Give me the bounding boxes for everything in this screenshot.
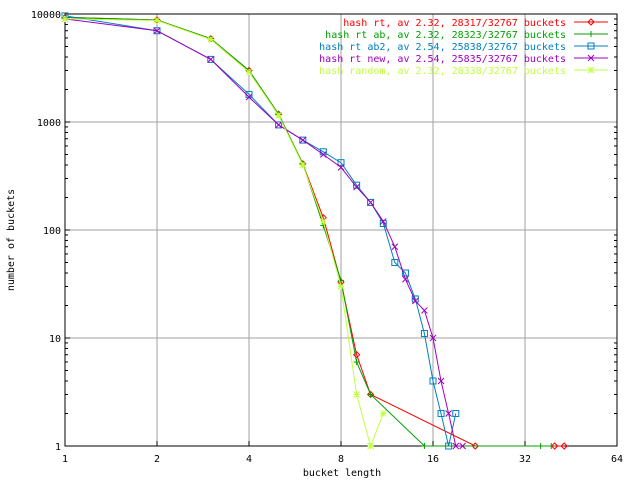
series-line: [64, 18, 463, 447]
data-point: [445, 442, 453, 450]
y-tick-label: 10000: [31, 10, 61, 21]
data-point: [319, 151, 327, 158]
data-point: [548, 443, 555, 449]
data-point: [367, 199, 374, 206]
data-point: [337, 159, 345, 167]
data-point: [207, 56, 215, 63]
legend-label: hash rt ab2, av 2.54, 25838/32767 bucket…: [319, 42, 566, 53]
data-point: [353, 183, 360, 191]
series-4: [61, 15, 466, 450]
data-point: [429, 377, 437, 385]
legend-label: hash rt, av 2.32, 28317/32767 buckets: [343, 18, 566, 29]
x-tick-label: 32: [519, 454, 531, 465]
data-point: [445, 410, 452, 417]
data-point: [550, 442, 559, 450]
data-point: [402, 275, 409, 283]
data-point: [153, 17, 161, 24]
y-tick-label: 100: [43, 226, 61, 237]
y-tick-label: 10: [49, 334, 61, 345]
data-point: [353, 181, 361, 189]
data-point: [391, 243, 399, 251]
data-point: [537, 443, 544, 449]
data-point: [437, 409, 445, 417]
data-point: [587, 54, 595, 62]
data-point: [379, 410, 387, 417]
data-point: [411, 295, 419, 303]
data-point: [421, 443, 428, 449]
series-layer: [61, 12, 568, 450]
data-point: [588, 31, 594, 37]
x-tick-label: 4: [246, 454, 252, 465]
data-point: [420, 330, 428, 338]
y-axis-label: number of buckets: [6, 189, 17, 291]
series-5: [61, 15, 387, 450]
data-point: [437, 377, 445, 385]
data-point: [275, 112, 282, 119]
data-point: [275, 121, 282, 129]
data-point: [379, 219, 387, 227]
data-point: [587, 18, 595, 26]
data-point: [153, 27, 161, 35]
data-point: [245, 93, 253, 101]
data-point: [245, 68, 253, 76]
data-point: [337, 164, 345, 171]
axis-ticks: 1 2 4 8 16 32 64 1 10 100 1000 10000: [31, 10, 623, 465]
y-tick-label: 1: [55, 442, 61, 453]
data-point: [299, 136, 307, 144]
data-point: [391, 259, 399, 267]
data-point: [367, 198, 375, 206]
data-point: [353, 391, 360, 398]
data-point: [366, 390, 375, 399]
data-point: [452, 442, 460, 450]
data-point: [452, 409, 460, 417]
data-point: [459, 442, 466, 450]
x-tick-label: 2: [154, 454, 160, 465]
x-tick-label: 8: [338, 454, 344, 465]
data-point: [367, 391, 374, 398]
data-point: [421, 307, 428, 314]
data-point: [299, 161, 307, 169]
data-point: [471, 442, 479, 450]
plot-frame: [64, 13, 618, 447]
x-tick-label: 64: [611, 454, 623, 465]
data-point: [275, 121, 283, 129]
data-point: [61, 15, 69, 23]
data-point: [207, 36, 215, 43]
data-point: [367, 442, 374, 450]
data-point: [587, 42, 595, 50]
data-point: [379, 218, 387, 225]
data-point: [429, 334, 437, 342]
legend-label: hash random, av 2.32, 28338/32767 bucket…: [319, 66, 566, 77]
x-tick-label: 16: [427, 454, 439, 465]
data-point: [319, 218, 327, 225]
data-point: [337, 283, 345, 290]
x-tick-label: 1: [62, 454, 68, 465]
legend-label: hash rt new, av 2.54, 25835/32767 bucket…: [319, 54, 566, 65]
data-point: [560, 442, 568, 450]
data-point: [207, 55, 215, 63]
legend-label: hash rt ab, av 2.32, 28323/32767 buckets: [325, 30, 566, 41]
data-point: [401, 269, 409, 277]
data-point: [587, 66, 595, 74]
y-tick-label: 1000: [37, 118, 61, 129]
x-axis-label: bucket length: [303, 468, 381, 479]
data-point: [299, 136, 307, 144]
data-point: [353, 358, 360, 365]
legend: hash rt, av 2.32, 28317/32767 bucketshas…: [319, 18, 608, 77]
data-point: [411, 297, 419, 305]
